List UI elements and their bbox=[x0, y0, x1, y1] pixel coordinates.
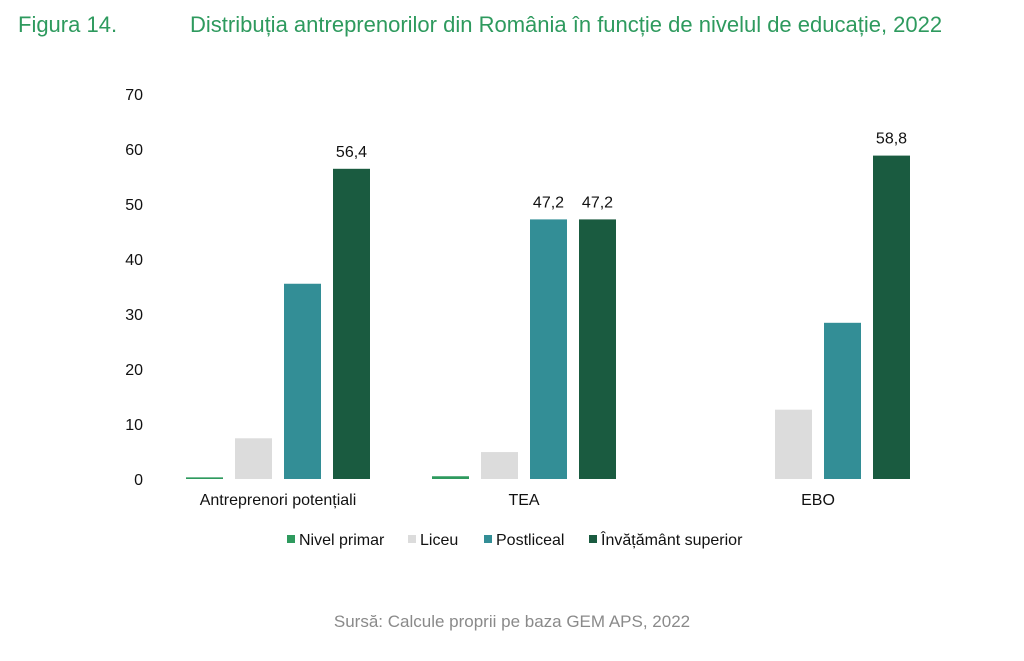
bar-chart: 0 10 20 30 40 50 60 70 47,2 56,4 47,2 58,8 Antrepren… bbox=[125, 87, 910, 549]
legend-label: Postliceal bbox=[496, 532, 564, 549]
bar bbox=[530, 219, 567, 479]
y-tick-label: 70 bbox=[125, 87, 143, 104]
y-tick-label: 50 bbox=[125, 197, 143, 214]
y-tick-label: 60 bbox=[125, 142, 143, 159]
category-label: Antreprenori potențiali bbox=[200, 492, 357, 509]
y-tick-label: 30 bbox=[125, 307, 143, 324]
bar bbox=[824, 322, 861, 479]
legend-swatch bbox=[408, 535, 416, 543]
chart-title: Distribuția antreprenorilor din România … bbox=[190, 12, 943, 37]
y-tick-label: 0 bbox=[134, 472, 143, 489]
bar bbox=[481, 452, 518, 479]
data-label: 58,8 bbox=[876, 131, 907, 148]
legend-label: Liceu bbox=[420, 532, 458, 549]
legend-swatch bbox=[484, 535, 492, 543]
y-tick-label: 40 bbox=[125, 252, 143, 269]
legend-label: Învățământ superior bbox=[600, 530, 743, 549]
data-label: 47,2 bbox=[533, 194, 564, 211]
legend-label: Nivel primar bbox=[299, 532, 385, 549]
category-label: EBO bbox=[801, 492, 835, 509]
bar bbox=[235, 438, 272, 479]
data-label: 56,4 bbox=[336, 144, 367, 161]
bar bbox=[284, 283, 321, 479]
bar bbox=[579, 219, 616, 479]
source-note: Sursă: Calcule proprii pe baza GEM APS, … bbox=[333, 612, 691, 631]
data-label: 47,2 bbox=[582, 194, 613, 211]
bar bbox=[775, 409, 812, 479]
bar bbox=[333, 168, 370, 480]
legend-swatch bbox=[589, 535, 597, 543]
y-tick-label: 10 bbox=[125, 417, 143, 434]
figure-number: Figura 14. bbox=[18, 12, 118, 37]
bar bbox=[873, 155, 910, 479]
bar bbox=[432, 476, 469, 479]
category-label: TEA bbox=[508, 492, 539, 509]
bar bbox=[186, 477, 223, 479]
legend-swatch bbox=[287, 535, 295, 543]
y-tick-label: 20 bbox=[125, 362, 143, 379]
